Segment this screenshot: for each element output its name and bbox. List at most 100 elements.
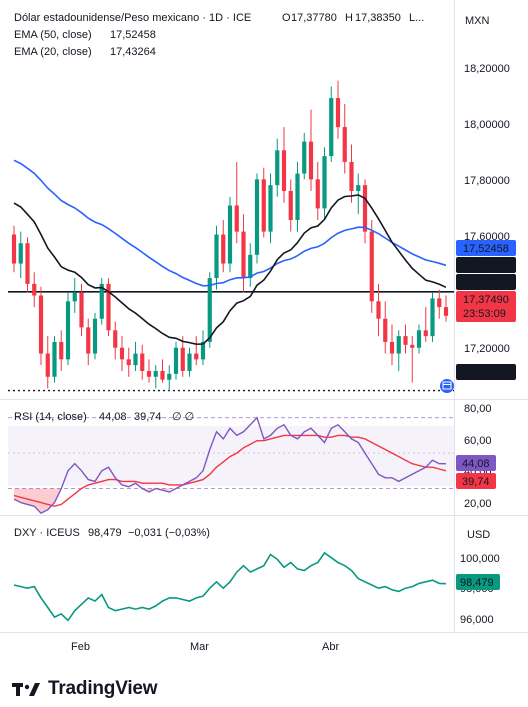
candle-body <box>99 283 104 319</box>
rsi-value-tag <box>456 455 496 471</box>
candle-body <box>369 231 374 302</box>
candle-body <box>52 341 57 377</box>
candle-body <box>430 298 435 337</box>
candle-body <box>443 307 449 316</box>
candle-body <box>396 336 401 354</box>
candle-body <box>362 185 368 232</box>
ema50-legend-label: EMA (50, close) <box>14 29 92 41</box>
candle-body <box>308 141 314 180</box>
candle-body <box>160 370 165 380</box>
candle-body <box>322 156 327 209</box>
candle-body <box>32 283 37 296</box>
dxy-currency-label: USD <box>467 529 490 541</box>
candle-body <box>437 298 442 308</box>
candle-body <box>11 234 17 264</box>
tradingview-logo-icon <box>12 682 40 696</box>
tradingview-logo[interactable]: TradingView <box>12 678 158 700</box>
dxy-value-tag <box>456 574 500 590</box>
candle-body <box>423 330 428 337</box>
last-price-tag <box>456 291 516 322</box>
main-chart-group <box>8 80 454 392</box>
rsi-value-text: 44,08 <box>462 458 490 470</box>
rsi-tick: 60,00 <box>464 435 492 447</box>
price-tick: 18,20000 <box>464 63 510 75</box>
candle-body <box>268 185 273 232</box>
rsi-chart-group <box>8 416 454 515</box>
ema20-line <box>13 194 447 346</box>
candle-body <box>410 344 415 348</box>
candle-body <box>214 234 219 279</box>
dxy-value-text: 98,479 <box>460 577 494 589</box>
candle-body <box>234 205 239 232</box>
candle-body <box>335 98 341 128</box>
candle-body <box>173 347 179 374</box>
rsi-legend-value: 44,08 <box>99 411 127 423</box>
candle-body <box>25 243 30 284</box>
candle-body <box>18 243 23 264</box>
support-price-tag <box>456 364 516 380</box>
candle-body <box>86 327 91 354</box>
ohlc-high-value: 17,38350 <box>355 12 401 24</box>
candle-body <box>200 341 206 360</box>
dxy-tick: 96,000 <box>460 614 494 626</box>
candle-body <box>416 330 422 348</box>
rsi-legend-flags: ∅ ∅ <box>172 411 194 423</box>
rsi-oversold-fill <box>14 488 170 514</box>
time-tick-feb: Feb <box>71 641 90 653</box>
candle-body <box>329 98 334 157</box>
countdown-text: 23:53:09 <box>463 308 506 320</box>
candle-body <box>167 373 172 380</box>
dxy-tick: 100,000 <box>460 553 500 565</box>
candle-body <box>221 234 226 264</box>
price-tick: 17,80000 <box>464 175 510 187</box>
candle-body <box>275 150 280 186</box>
calendar-icon[interactable] <box>440 379 454 393</box>
rsi-tick: 80,00 <box>464 403 492 415</box>
candle-body <box>248 254 253 279</box>
ema50-price-tag <box>456 240 516 256</box>
candle-body <box>288 190 293 220</box>
time-tick-mar: Mar <box>190 641 209 653</box>
candle-body <box>92 318 98 354</box>
rsi-ma-line <box>13 434 447 507</box>
last-price-text: 17,37490 <box>463 294 509 306</box>
rsi-legend-label: RSI (14, close) <box>14 411 87 423</box>
ema50-line <box>13 159 447 287</box>
candle-body <box>146 370 152 377</box>
candle-body <box>241 231 246 279</box>
candle-body <box>227 205 233 264</box>
candle-body <box>383 318 388 342</box>
candle-body <box>45 353 50 377</box>
ema20-price-tag <box>456 274 516 290</box>
candle-body <box>72 292 77 302</box>
candle-body <box>342 127 347 162</box>
candle-body <box>119 347 125 360</box>
rsi-ma-legend-value: 39,74 <box>134 411 162 423</box>
candle-body <box>140 353 145 371</box>
support-price-text: 17,11260 <box>463 367 508 379</box>
ohlc-open-value: 17,37780 <box>291 12 337 24</box>
candle-body <box>133 353 138 366</box>
candle-body <box>79 292 84 328</box>
candle-body <box>376 301 381 319</box>
candle-body <box>153 370 158 377</box>
candle-body <box>389 341 395 354</box>
ema20-legend-value: 17,43264 <box>110 46 156 58</box>
candle-body <box>261 179 266 232</box>
candle-body <box>281 150 287 191</box>
ema50-price-text: 17,52458 <box>463 243 509 255</box>
candle-body <box>295 173 300 220</box>
rsi-tick: 20,00 <box>464 498 492 510</box>
hline-price-tag <box>456 257 516 273</box>
rsi-ma-value-tag <box>456 473 496 489</box>
candle-body <box>180 347 185 371</box>
candle-body <box>113 330 118 348</box>
dxy-chart-group <box>13 551 447 622</box>
candle-body <box>207 278 212 342</box>
ohlc-high-key: H <box>345 12 353 24</box>
dxy-legend-change: −0,031 (−0,03%) <box>128 527 210 539</box>
hline-price-text: 17,45260 <box>463 260 509 272</box>
price-tick: 17,20000 <box>464 343 510 355</box>
price-tick: 18,00000 <box>464 119 510 131</box>
brand-name: TradingView <box>48 678 158 699</box>
